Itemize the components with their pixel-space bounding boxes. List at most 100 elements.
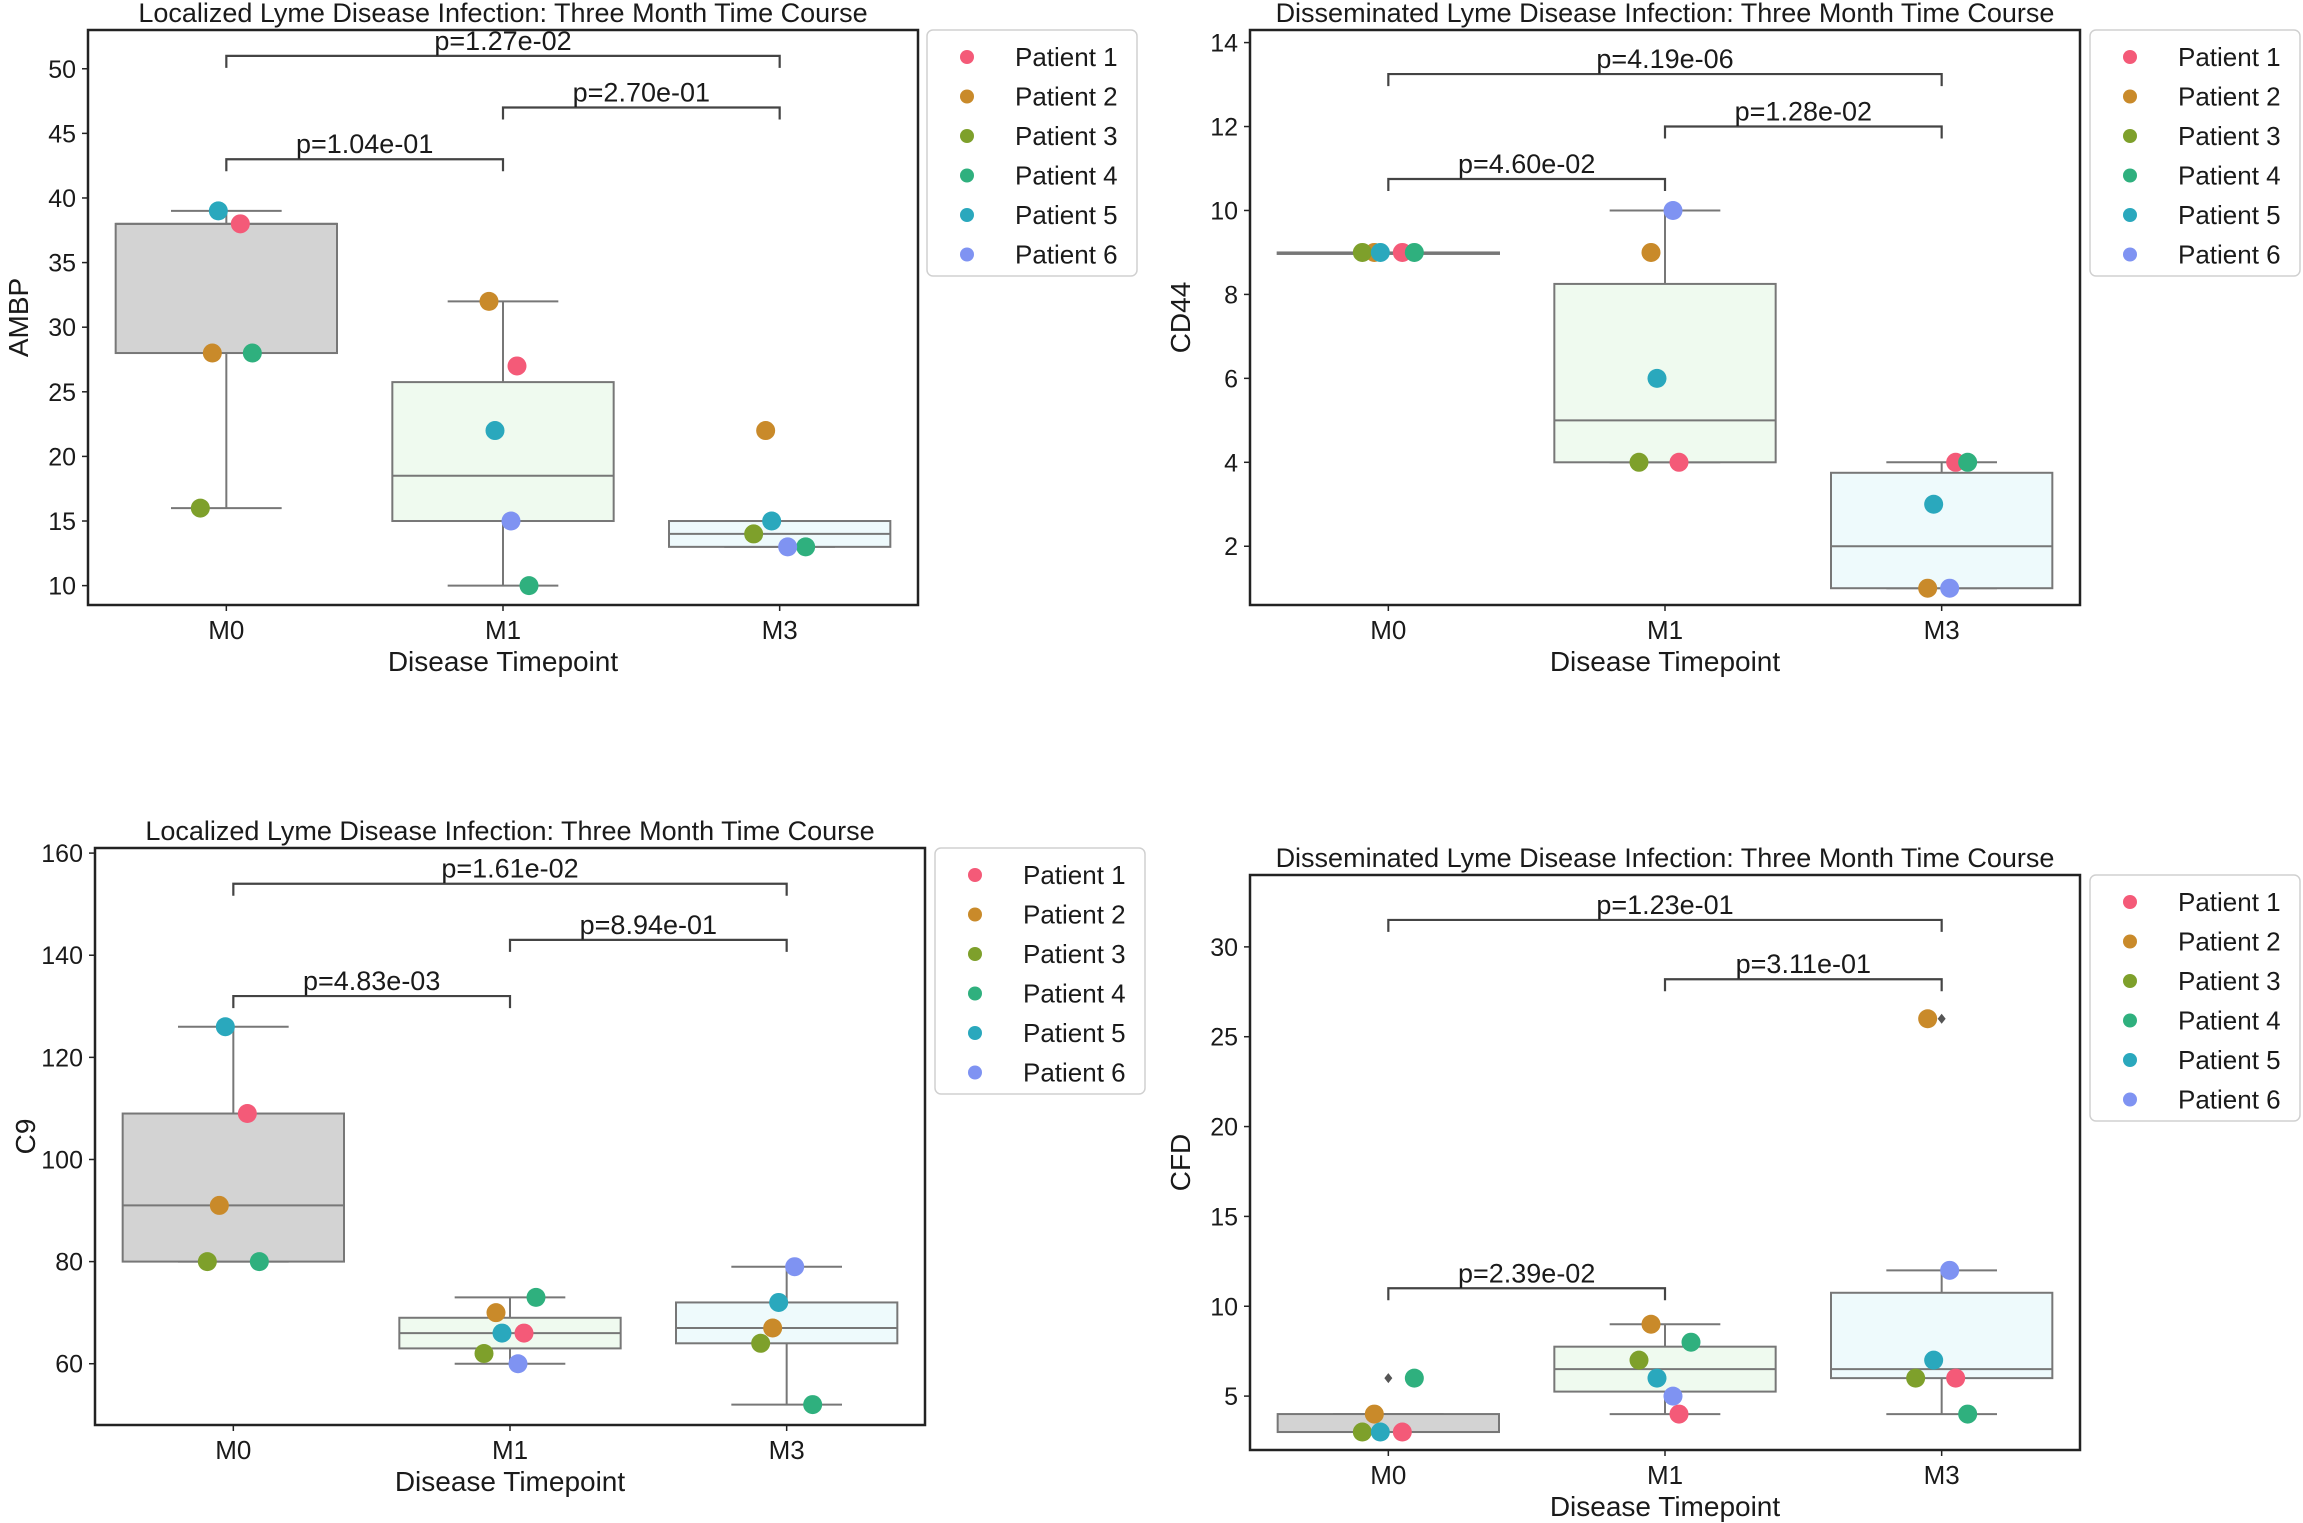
data-point-patient-6 bbox=[508, 1354, 528, 1374]
significance-bracket bbox=[1387, 177, 1667, 191]
data-point-patient-4 bbox=[1681, 1332, 1701, 1352]
p-value-label: p=2.70e-01 bbox=[573, 78, 710, 108]
data-point-patient-5 bbox=[1647, 368, 1667, 388]
outlier-marker bbox=[1937, 1013, 1946, 1024]
data-point-patient-2 bbox=[1641, 242, 1661, 262]
legend: Patient 1 Patient 2 Patient 3 Patient 4 Pati… bbox=[926, 29, 1138, 277]
x-tick-label: M1 bbox=[1647, 615, 1683, 645]
data-point-patient-3 bbox=[1906, 1368, 1926, 1388]
y-tick-label: 140 bbox=[41, 942, 83, 970]
p-value-label: p=8.94e-01 bbox=[580, 910, 717, 940]
box-m0 bbox=[121, 1112, 345, 1263]
y-tick-label: 80 bbox=[55, 1249, 83, 1277]
legend-label-patient-4: Patient 4 bbox=[1015, 161, 1118, 191]
data-point-patient-6 bbox=[1663, 1386, 1683, 1406]
legend-label-patient-4: Patient 4 bbox=[2178, 161, 2281, 191]
data-point-patient-5 bbox=[208, 201, 228, 221]
data-point-patient-2 bbox=[1918, 578, 1938, 598]
panel-cd44: Disseminated Lyme Disease Infection: Thr… bbox=[1165, 0, 2301, 677]
box-m1 bbox=[391, 381, 615, 523]
data-point-patient-1 bbox=[1669, 452, 1689, 472]
chart-title: Disseminated Lyme Disease Infection: Thr… bbox=[1276, 843, 2055, 873]
legend-marker-patient-2 bbox=[960, 89, 974, 104]
y-tick-label: 12 bbox=[1210, 114, 1238, 142]
legend-label-patient-6: Patient 6 bbox=[1023, 1058, 1126, 1088]
significance-bracket bbox=[225, 158, 505, 172]
legend-frame bbox=[934, 847, 1146, 1095]
p-value-label: p=3.11e-01 bbox=[1736, 949, 1871, 979]
legend-label-patient-6: Patient 6 bbox=[1015, 240, 1118, 270]
legend-label-patient-2: Patient 2 bbox=[2178, 82, 2281, 112]
legend-marker-patient-3 bbox=[2123, 129, 2137, 143]
y-tick-label: 25 bbox=[48, 379, 76, 407]
legend-label-patient-5: Patient 5 bbox=[2178, 1045, 2281, 1075]
data-point-patient-5 bbox=[762, 511, 782, 531]
legend-label-patient-5: Patient 5 bbox=[2178, 200, 2281, 230]
legend-marker-patient-5 bbox=[968, 1026, 982, 1040]
y-tick-label: 5 bbox=[1224, 1383, 1238, 1411]
x-tick-label: M1 bbox=[1647, 1460, 1683, 1490]
legend-marker-patient-5 bbox=[960, 208, 974, 222]
y-tick-label: 160 bbox=[41, 840, 83, 868]
data-point-patient-5 bbox=[769, 1292, 789, 1312]
y-axis-label: CFD bbox=[1165, 1134, 1196, 1192]
data-point-patient-4 bbox=[803, 1395, 823, 1415]
data-point-patient-2 bbox=[479, 291, 499, 311]
data-point-patient-5 bbox=[485, 421, 505, 441]
data-point-patient-5 bbox=[215, 1017, 235, 1037]
data-point-patient-1 bbox=[1669, 1404, 1689, 1424]
significance-bracket bbox=[1663, 978, 1943, 992]
legend: Patient 1 Patient 2 Patient 3 Patient 4 Pati… bbox=[934, 847, 1146, 1095]
legend-marker-patient-5 bbox=[2123, 208, 2137, 222]
data-point-patient-4 bbox=[1958, 1404, 1978, 1424]
y-tick-label: 30 bbox=[1210, 934, 1238, 962]
significance-bracket bbox=[1663, 125, 1943, 139]
chart-title: Localized Lyme Disease Infection: Three … bbox=[145, 816, 874, 846]
p-value-label: p=1.23e-01 bbox=[1596, 890, 1733, 920]
y-tick-label: 8 bbox=[1224, 281, 1238, 309]
legend-marker-patient-3 bbox=[968, 947, 982, 961]
y-tick-label: 15 bbox=[1210, 1203, 1238, 1231]
x-tick-label: M3 bbox=[1924, 1460, 1960, 1490]
data-point-patient-5 bbox=[492, 1323, 512, 1343]
chart-title: Disseminated Lyme Disease Infection: Thr… bbox=[1276, 0, 2055, 28]
data-point-patient-3 bbox=[1352, 1422, 1372, 1442]
legend-marker-patient-3 bbox=[2123, 974, 2137, 988]
y-tick-label: 10 bbox=[1210, 197, 1238, 225]
legend-marker-patient-2 bbox=[2123, 89, 2137, 104]
data-point-patient-4 bbox=[249, 1252, 269, 1272]
y-tick-label: 30 bbox=[48, 314, 76, 342]
data-point-patient-1 bbox=[1946, 1368, 1966, 1388]
legend-marker-patient-1 bbox=[2123, 895, 2137, 909]
significance-bracket bbox=[501, 106, 781, 120]
legend-frame bbox=[2089, 29, 2301, 277]
data-point-patient-3 bbox=[744, 524, 764, 544]
legend-label-patient-1: Patient 1 bbox=[2178, 887, 2281, 917]
legend-label-patient-1: Patient 1 bbox=[2178, 42, 2281, 72]
y-tick-label: 100 bbox=[41, 1146, 83, 1174]
legend-label-patient-2: Patient 2 bbox=[1015, 82, 1118, 112]
x-tick-label: M0 bbox=[215, 1435, 251, 1465]
data-point-patient-4 bbox=[1404, 242, 1424, 262]
box-m3 bbox=[1830, 1291, 2054, 1380]
data-point-patient-6 bbox=[785, 1257, 805, 1277]
legend-marker-patient-1 bbox=[2123, 50, 2137, 64]
legend: Patient 1 Patient 2 Patient 3 Patient 4 Pati… bbox=[2089, 874, 2301, 1122]
outlier-marker bbox=[1384, 1373, 1393, 1384]
y-tick-label: 35 bbox=[48, 250, 76, 278]
data-point-patient-3 bbox=[474, 1344, 494, 1364]
y-tick-label: 50 bbox=[48, 56, 76, 84]
legend-marker-patient-2 bbox=[968, 907, 982, 922]
data-point-patient-3 bbox=[1629, 452, 1649, 472]
box-m3 bbox=[675, 1301, 899, 1345]
legend-marker-patient-1 bbox=[968, 868, 982, 882]
data-point-patient-2 bbox=[202, 343, 222, 363]
data-point-patient-1 bbox=[514, 1323, 534, 1343]
legend-marker-patient-4 bbox=[2123, 1013, 2137, 1028]
significance-bracket bbox=[1387, 918, 1943, 932]
legend-label-patient-3: Patient 3 bbox=[1023, 939, 1126, 969]
panel-c9: Localized Lyme Disease Infection: Three … bbox=[10, 816, 1146, 1497]
significance-bracket bbox=[232, 882, 788, 896]
box-m0 bbox=[114, 222, 338, 355]
data-point-patient-3 bbox=[751, 1333, 771, 1353]
